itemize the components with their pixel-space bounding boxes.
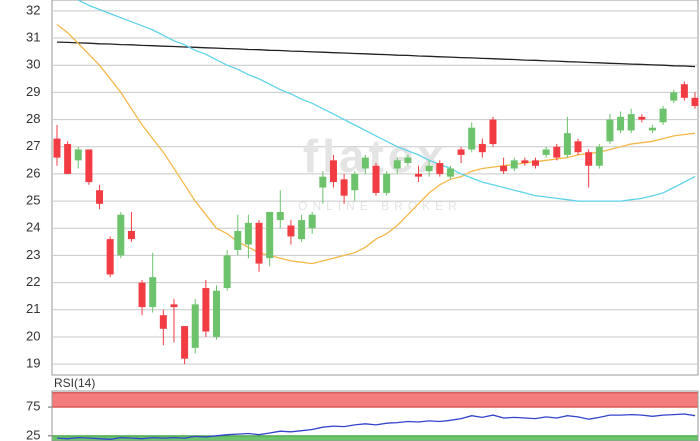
watermark-subtitle: ONLINE BROKER [298, 199, 462, 213]
candle-body [691, 97, 699, 106]
candle-body [329, 160, 337, 183]
candle-body [170, 304, 178, 308]
candle-body [468, 127, 476, 150]
y-tick-label: 28 [26, 111, 40, 126]
candle-body [563, 133, 571, 155]
candle-body [319, 176, 327, 188]
candle-body [478, 144, 486, 153]
y-tick-label: 32 [26, 2, 40, 17]
y-tick-label: 31 [26, 29, 40, 44]
candle-body [436, 163, 444, 174]
candle-body [74, 149, 82, 161]
candle-body [680, 84, 688, 98]
candle-body [361, 157, 369, 169]
candle-body [489, 119, 497, 145]
overbought-zone [51, 392, 699, 408]
candle-body [96, 190, 104, 204]
candle-body [532, 160, 539, 166]
candle-body [308, 214, 316, 229]
candle-body [159, 315, 167, 329]
candle-body [106, 239, 114, 275]
candle-body [446, 168, 454, 177]
y-tick-label: 26 [26, 165, 40, 180]
candle-body [617, 116, 625, 131]
candle-body [500, 165, 508, 172]
candle-body [53, 138, 61, 158]
candle-body [627, 114, 635, 131]
y-tick-label: 22 [26, 274, 40, 289]
candle-body [223, 255, 231, 289]
candle-body [287, 225, 295, 237]
y-tick-label: 24 [26, 220, 40, 235]
candle-body [415, 173, 423, 177]
candle-body [138, 282, 146, 308]
candle-body [127, 230, 135, 240]
candle-body [234, 230, 242, 250]
candle-body [276, 211, 284, 221]
candle-body [85, 149, 93, 183]
candle-body [191, 304, 199, 348]
candle-body [149, 277, 157, 308]
candle-body [213, 290, 220, 337]
candle-body [351, 173, 359, 191]
y-tick-label: 27 [26, 138, 40, 153]
candle-body [659, 108, 667, 123]
indicator-line [56, 413, 696, 440]
y-tick-label: 30 [26, 57, 40, 72]
candle-body [266, 211, 274, 259]
y-tick-label: 29 [26, 84, 40, 99]
candle-body [255, 222, 263, 264]
candle-body [181, 326, 189, 359]
candle-body [553, 146, 561, 158]
y-tick-label: 21 [26, 301, 40, 316]
candle-body [521, 160, 529, 164]
candle-body [606, 119, 614, 142]
candle-body [510, 160, 518, 169]
indicator-line [78, 0, 696, 202]
candle-body [585, 152, 593, 166]
candle-body [393, 160, 401, 169]
y-tick-label: 20 [26, 328, 40, 343]
y-tick-label: 25 [26, 193, 40, 208]
candle-body [117, 214, 125, 256]
rsi-frame [51, 390, 699, 441]
candle-body [404, 157, 412, 164]
candle-body [670, 92, 678, 101]
candle-body [425, 165, 433, 172]
candle-body [64, 144, 72, 174]
y-tick-label: 23 [26, 247, 40, 262]
candle-body [574, 141, 582, 153]
y-tick-label: 75 [26, 399, 40, 414]
y-tick-label: 25 [26, 427, 40, 441]
candle-body [244, 222, 252, 245]
candle-body [638, 116, 646, 120]
rsi-title: RSI(14) [54, 376, 95, 390]
candle-body [340, 179, 348, 196]
candle-body [298, 220, 306, 240]
candle-body [202, 288, 210, 332]
plot-frame [51, 0, 699, 376]
candle-body [457, 149, 465, 155]
indicator-line [56, 41, 696, 68]
candle-body [595, 146, 603, 166]
candle-body [542, 149, 550, 155]
candle-body [648, 127, 656, 131]
y-tick-label: 19 [26, 356, 40, 371]
candle-body [372, 165, 380, 193]
candle-body [383, 173, 391, 193]
